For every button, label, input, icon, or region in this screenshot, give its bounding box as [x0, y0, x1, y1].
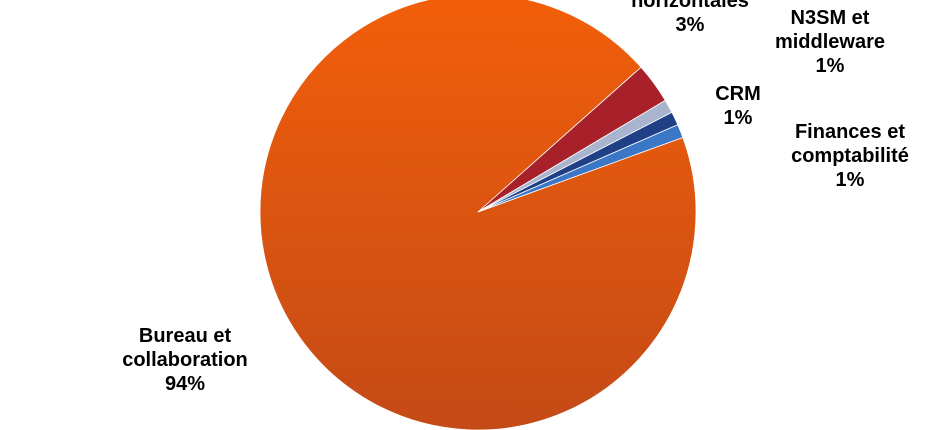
slice-label-horizontales: horizontales 3% [610, 0, 770, 37]
slice-label-bureau-line2: collaboration [122, 349, 248, 371]
slice-label-n3sm: N3SM et middleware 1% [755, 6, 905, 78]
slice-percent-bureau: 94% [164, 373, 206, 395]
slice-percent-crm: 1% [723, 107, 753, 129]
slice-label-bureau-line1: Bureau et [138, 325, 232, 347]
slice-percent-finances: 1% [835, 169, 865, 191]
slice-label-finances-line1: Finances et [794, 121, 906, 143]
slice-label-finances: Finances et comptabilité 1% [770, 120, 930, 192]
slice-label-crm: CRM 1% [698, 82, 778, 130]
slice-label-finances-line2: comptabilité [791, 145, 909, 167]
slice-label-bureau: Bureau et collaboration 94% [100, 324, 270, 396]
slice-label-n3sm-line2: middleware [774, 31, 886, 53]
slice-percent-horizontales: 3% [675, 14, 705, 36]
pie-slice-bureau [259, 0, 697, 430]
slice-percent-n3sm: 1% [815, 55, 845, 77]
pie-slice-finances [477, 124, 684, 213]
slice-label-n3sm-line1: N3SM et [790, 7, 870, 29]
slice-label-horizontales-line1: horizontales [631, 0, 749, 12]
slice-label-crm-line1: CRM [715, 83, 761, 105]
